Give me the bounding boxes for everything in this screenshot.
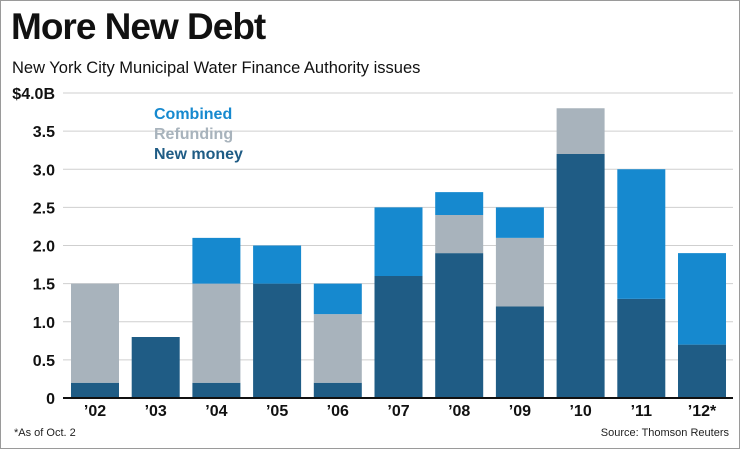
source-note: Source: Thomson Reuters — [600, 427, 729, 439]
bar-segment-new-money — [556, 154, 605, 398]
bar-segment-new-money — [495, 306, 544, 398]
bar-segment-new-money — [374, 276, 423, 398]
bar-segment-refunding — [435, 215, 484, 254]
bar-segment-combined — [192, 237, 241, 284]
bar-segment-combined — [495, 207, 544, 238]
x-tick-label: ’02 — [84, 403, 106, 420]
bar-segment-new-money — [435, 253, 484, 398]
x-tick-label: ’07 — [387, 403, 409, 420]
x-tick-label: ’12* — [688, 403, 717, 420]
bars — [71, 108, 726, 398]
y-tick-label: 3.0 — [33, 162, 55, 179]
x-tick-label: ’09 — [509, 403, 531, 420]
bar-segment-combined — [678, 253, 726, 345]
bar-segment-new-money — [131, 337, 180, 398]
bar-segment-new-money — [313, 382, 362, 398]
y-tick-label: 2.0 — [33, 239, 55, 256]
chart-subtitle: New York City Municipal Water Finance Au… — [12, 59, 421, 77]
bar-segment-refunding — [192, 283, 241, 383]
footnote: *As of Oct. 2 — [14, 427, 76, 439]
x-tick-label: ’06 — [327, 403, 349, 420]
bar-segment-combined — [253, 245, 302, 284]
legend: Combined Refunding New money — [154, 106, 243, 163]
y-tick-label: $4.0B — [12, 86, 55, 103]
x-tick-label: ’10 — [569, 403, 591, 420]
x-tick-label: ’03 — [145, 403, 167, 420]
x-tick-label: ’05 — [266, 403, 288, 420]
x-tick-label: ’04 — [205, 403, 227, 420]
legend-item: New money — [154, 146, 243, 163]
x-axis-ticks: ’02 ’03 ’04 ’05 ’06 ’07 ’08 ’09 ’10 ’11 ’12* — [84, 403, 717, 420]
bar-segment-refunding — [495, 237, 544, 307]
bar-segment-combined — [435, 192, 484, 215]
bar-segment-combined — [374, 207, 423, 276]
legend-item: Combined — [154, 106, 232, 123]
bar-segment-new-money — [71, 382, 119, 398]
y-axis-ticks: 0 0.5 1.0 1.5 2.0 2.5 3.0 3.5 $4.0B — [12, 86, 55, 408]
bar-segment-new-money — [192, 382, 241, 398]
legend-item: Refunding — [154, 126, 233, 143]
bar-segment-refunding — [71, 283, 119, 383]
bar-segment-new-money — [617, 298, 666, 398]
y-tick-label: 1.5 — [33, 277, 55, 294]
y-tick-label: 3.5 — [33, 124, 55, 141]
y-tick-label: 1.0 — [33, 315, 55, 332]
y-tick-label: 0 — [46, 391, 55, 408]
x-tick-label: ’11 — [631, 403, 652, 420]
bar-segment-new-money — [253, 283, 302, 398]
chart-title: More New Debt — [11, 6, 266, 47]
bar-segment-combined — [617, 169, 666, 299]
bar-segment-refunding — [556, 108, 605, 154]
bar-segment-new-money — [678, 344, 726, 398]
bar-segment-combined — [313, 283, 362, 315]
y-tick-label: 0.5 — [33, 353, 55, 370]
bar-segment-refunding — [313, 314, 362, 383]
x-tick-label: ’08 — [448, 403, 470, 420]
y-tick-label: 2.5 — [33, 200, 55, 217]
